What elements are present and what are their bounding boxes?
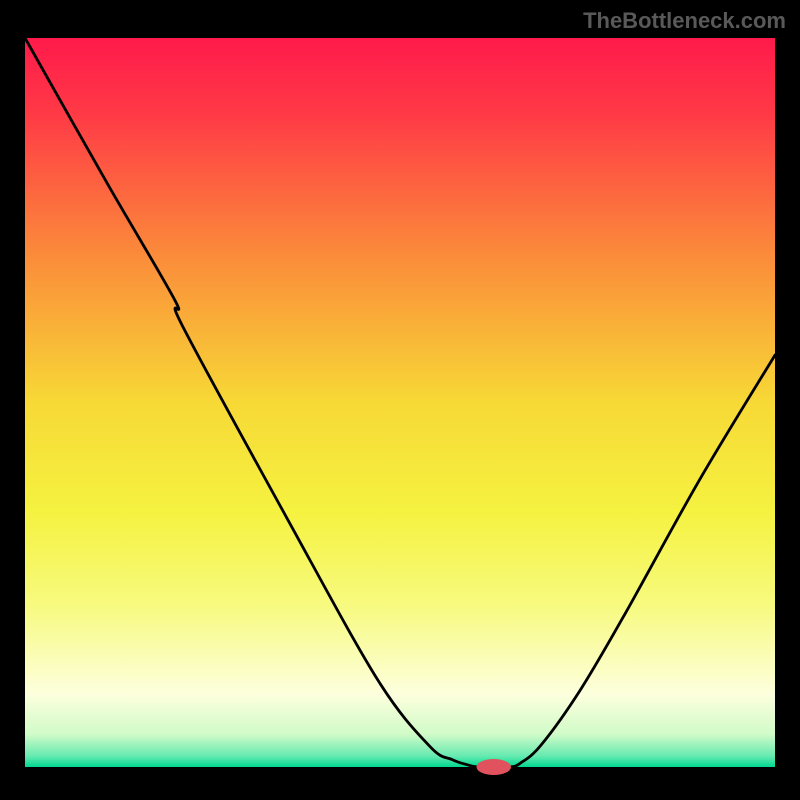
optimal-marker: [477, 759, 512, 775]
chart-gradient-bg: [25, 38, 775, 767]
bottleneck-chart: [0, 0, 800, 800]
chart-container: TheBottleneck.com: [0, 0, 800, 800]
branding-label: TheBottleneck.com: [583, 8, 786, 34]
